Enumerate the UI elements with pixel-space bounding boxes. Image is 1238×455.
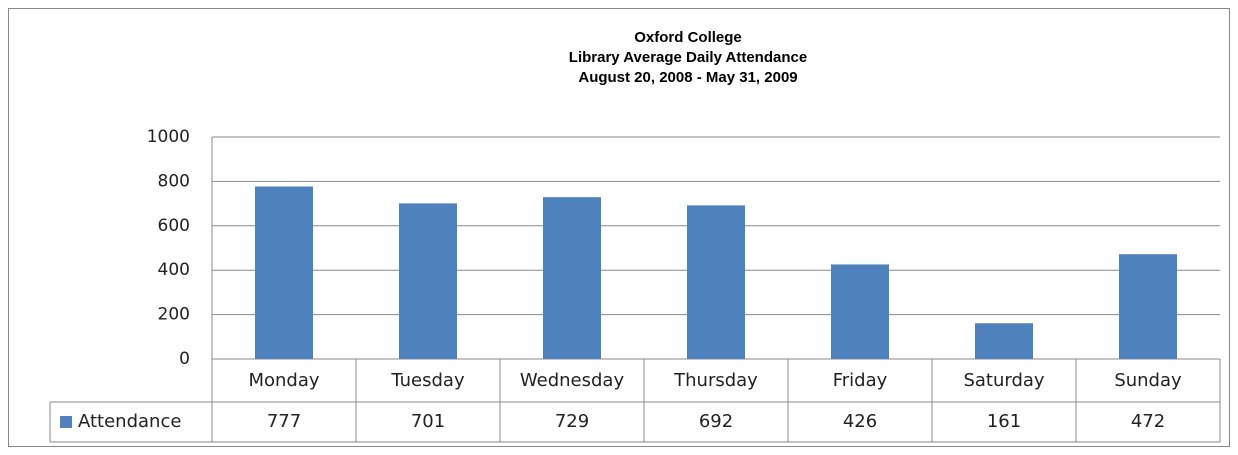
x-tick-label: Thursday bbox=[673, 370, 758, 391]
table-value: 426 bbox=[843, 411, 877, 432]
table-value: 701 bbox=[411, 411, 445, 432]
y-tick-label: 600 bbox=[158, 216, 190, 236]
legend-swatch bbox=[60, 416, 72, 428]
bar bbox=[975, 323, 1033, 359]
table-value: 729 bbox=[555, 411, 589, 432]
x-tick-label: Tuesday bbox=[390, 370, 465, 391]
table-value: 161 bbox=[987, 411, 1021, 432]
bar bbox=[399, 203, 457, 359]
chart-title: Oxford College bbox=[634, 29, 742, 46]
chart-title: August 20, 2008 - May 31, 2009 bbox=[578, 69, 797, 86]
bar bbox=[255, 186, 313, 359]
chart-title: Library Average Daily Attendance bbox=[569, 49, 807, 66]
table-value: 692 bbox=[699, 411, 733, 432]
table-value: 472 bbox=[1131, 411, 1165, 432]
x-tick-label: Saturday bbox=[963, 370, 1044, 391]
bar bbox=[1119, 254, 1177, 359]
y-tick-label: 800 bbox=[158, 171, 190, 191]
y-tick-label: 400 bbox=[158, 260, 190, 280]
y-tick-label: 200 bbox=[158, 305, 190, 325]
x-tick-label: Monday bbox=[248, 370, 319, 391]
table-value: 777 bbox=[267, 411, 301, 432]
x-tick-label: Wednesday bbox=[520, 370, 625, 391]
bar bbox=[831, 264, 889, 359]
bar bbox=[687, 205, 745, 359]
y-tick-label: 1000 bbox=[147, 127, 190, 147]
x-tick-label: Friday bbox=[833, 370, 888, 391]
y-tick-label: 0 bbox=[179, 349, 190, 369]
legend-label: Attendance bbox=[78, 411, 181, 432]
bar bbox=[543, 197, 601, 359]
x-tick-label: Sunday bbox=[1114, 370, 1182, 391]
